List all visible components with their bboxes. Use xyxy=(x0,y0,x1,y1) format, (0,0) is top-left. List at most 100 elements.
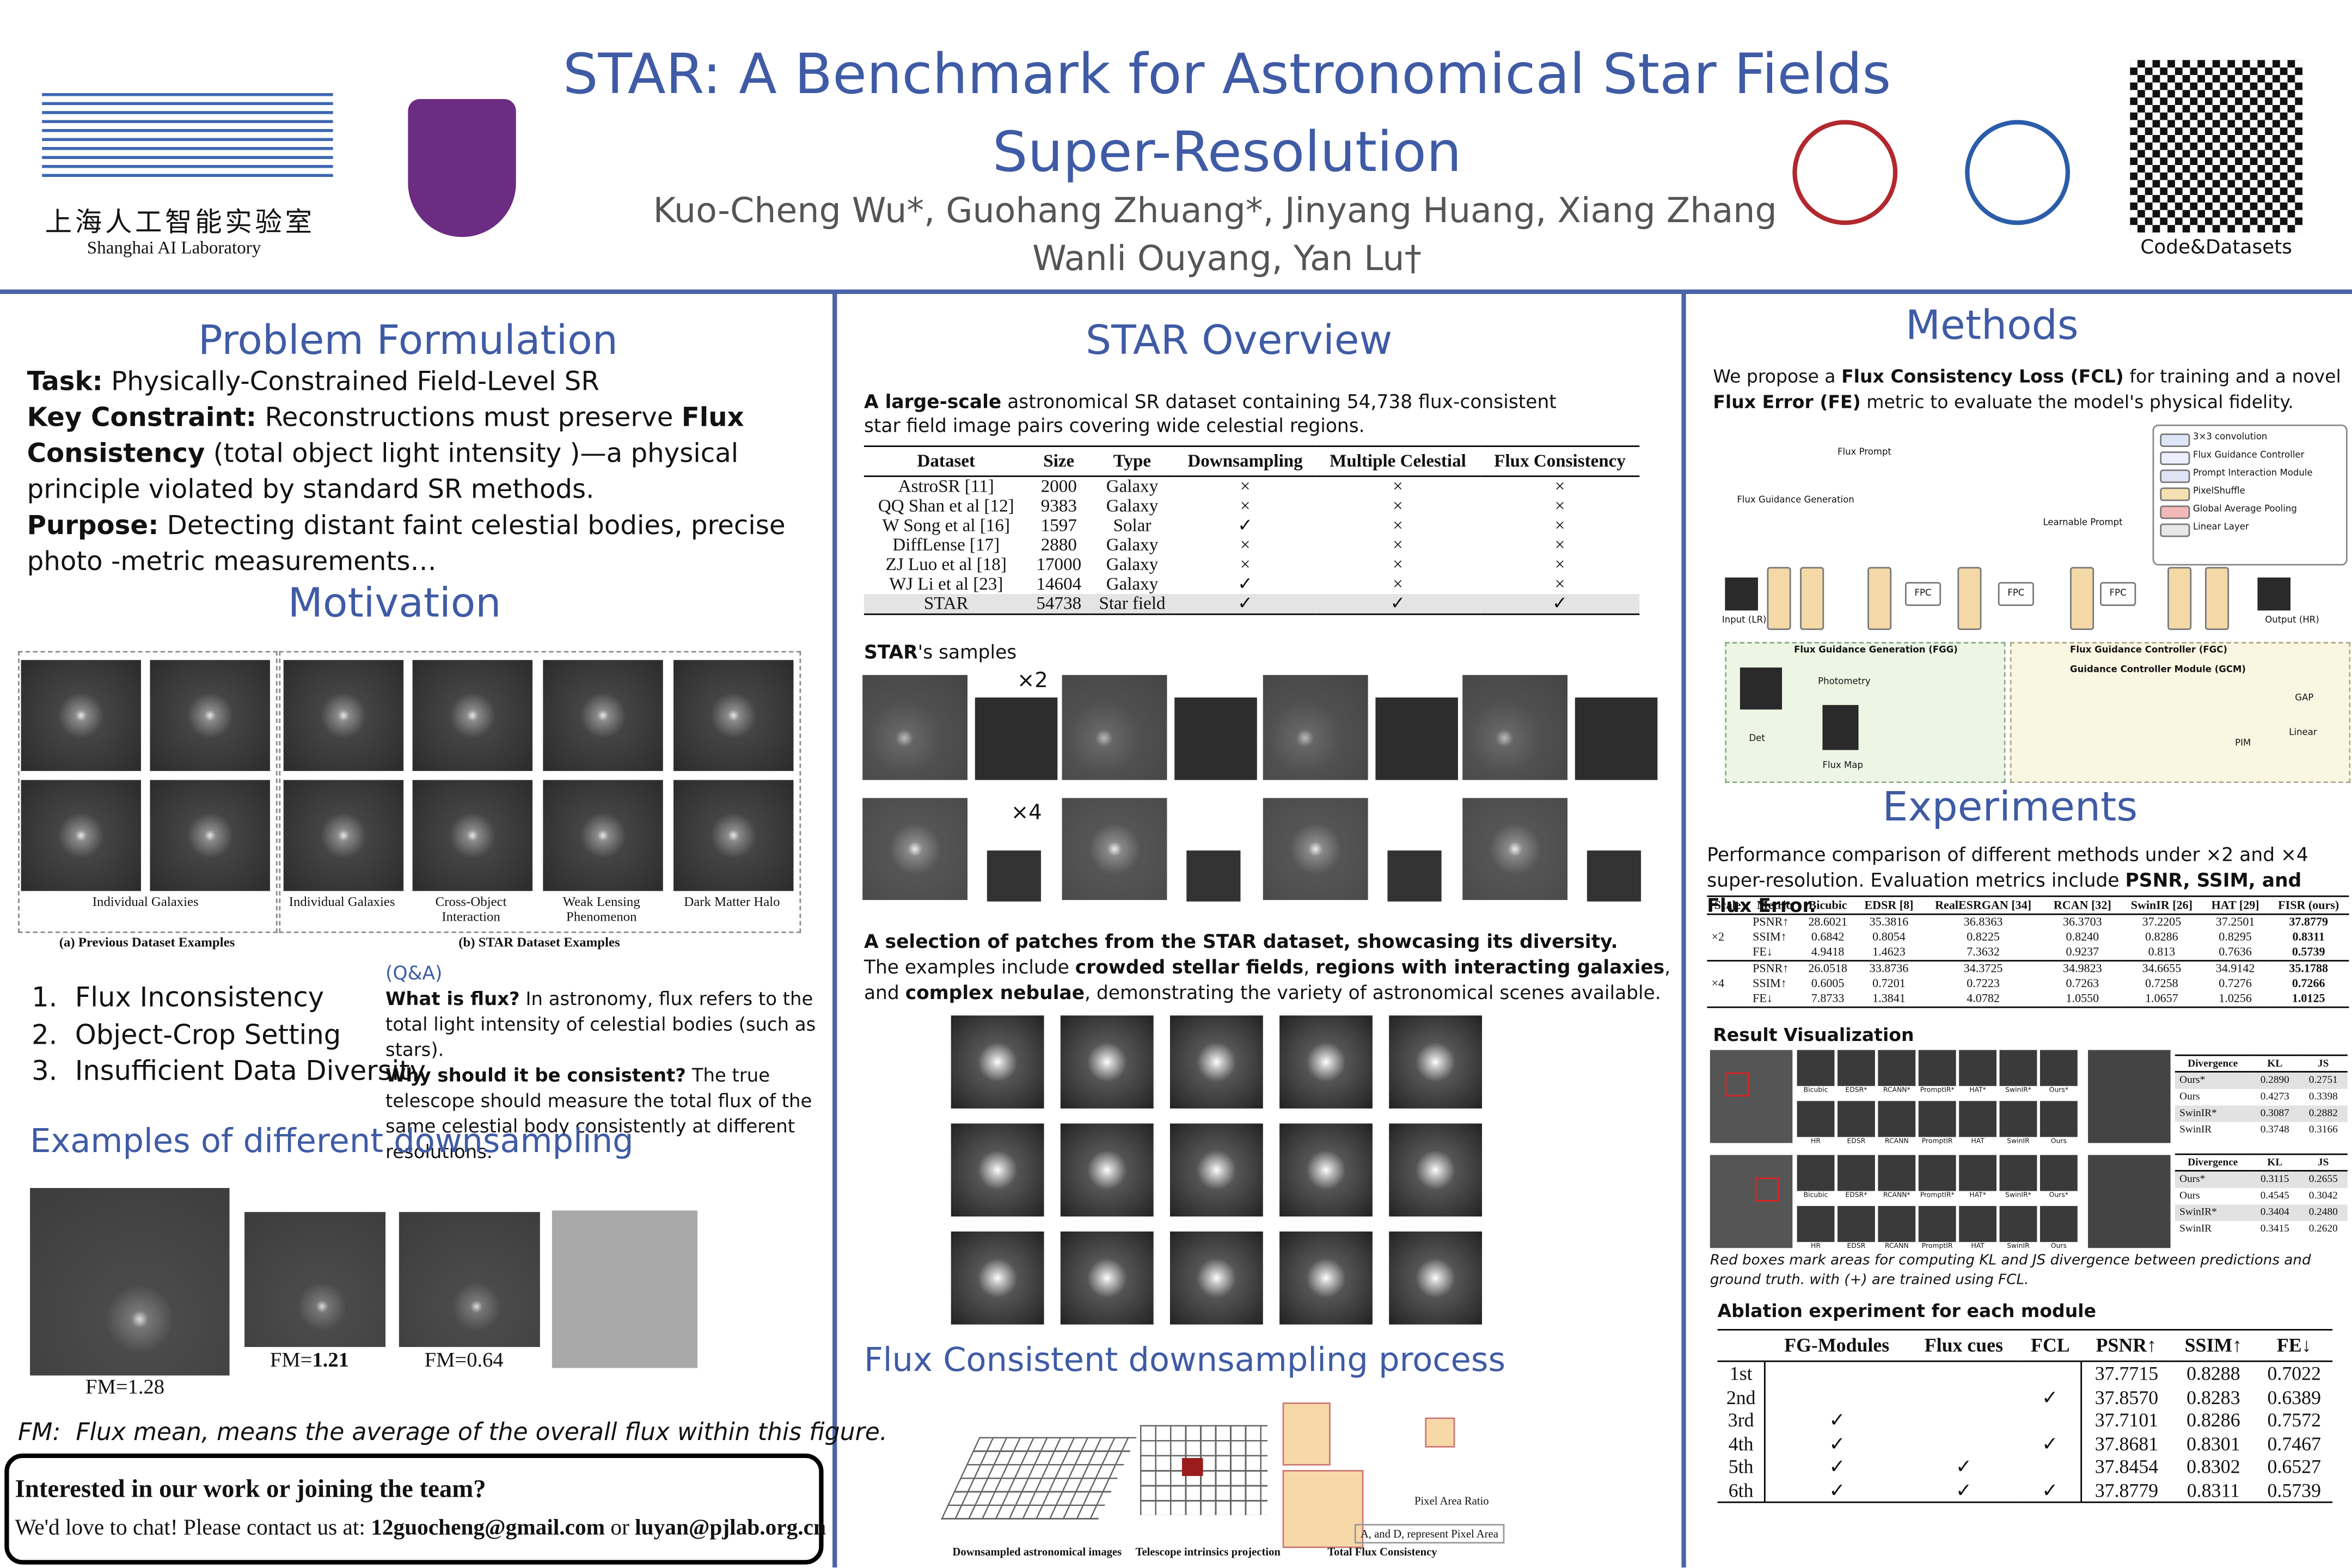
header-cell: KL xyxy=(2267,1156,2283,1169)
methods-intro: We propose a Flux Consistency Loss (FCL)… xyxy=(1713,364,2343,415)
table-cell: 0.2890 xyxy=(2260,1074,2289,1086)
header-cell: Downsampling xyxy=(1187,450,1303,471)
paragraph: Task: Physically-Constrained Field-Level… xyxy=(27,364,830,400)
table-cell: 0.2751 xyxy=(2308,1074,2338,1086)
table-cell: 14604 xyxy=(1036,573,1082,595)
module-block xyxy=(2167,567,2192,630)
fpc-block: FPC xyxy=(2100,581,2136,607)
table-cell: 7.8733 xyxy=(1811,991,1845,1005)
diagram-label: Input (LR) xyxy=(1722,615,1767,626)
table-cell: PSNR↑ xyxy=(1753,961,1789,975)
bold-run: complex nebulae xyxy=(905,981,1085,1004)
divider xyxy=(1681,293,1686,1568)
subsection-title: Ablation experiment for each module xyxy=(1717,1300,2096,1322)
contact-title: Interested in our work or joining the te… xyxy=(15,1474,486,1503)
table-cell: Ours* xyxy=(2179,1074,2206,1086)
legend-label: Linear Layer xyxy=(2192,522,2249,533)
table-row: SwinIR* 0.3087 0.2882 xyxy=(2175,1105,2348,1122)
table-cell: 37.7101 xyxy=(2094,1408,2159,1431)
table-cell xyxy=(2019,1408,2082,1432)
paragraph: Purpose: Detecting distant faint celesti… xyxy=(27,509,830,580)
table-cell: 5th xyxy=(1717,1455,1766,1479)
table-cell: FE↓ xyxy=(1753,991,1773,1005)
table-cell: 0.7201 xyxy=(1872,976,1906,990)
table-cell: 54738 xyxy=(1036,592,1082,614)
divergence-table-wrap: Divergence KL JS Ours* 0.2890 0.2751 Ours 0.427… xyxy=(2175,1055,2348,1138)
university-crest xyxy=(408,99,516,237)
header-cell: FISR (ours) xyxy=(2278,898,2339,912)
table-cell: QQ Shan et al [12] xyxy=(878,495,1014,516)
bold-run: Why should it be consistent? xyxy=(385,1065,686,1086)
image xyxy=(21,780,141,891)
table-cell: 37.7715 xyxy=(2094,1362,2159,1385)
subsection-title: Result Visualization xyxy=(1713,1024,1914,1046)
text-run: , demonstrating the variety of astronomi… xyxy=(1085,981,1661,1004)
diagram-label: Photometry xyxy=(1818,676,1871,687)
contact-text: We'd love to chat! Please contact us at:… xyxy=(15,1516,826,1542)
image xyxy=(1999,1155,2037,1191)
table-cell: SwinIR* xyxy=(2179,1107,2217,1119)
header-cell: PSNR↑ xyxy=(2096,1333,2157,1356)
vis-label: RCANN* xyxy=(1883,1087,1910,1095)
image xyxy=(1060,1231,1154,1325)
figure-frame xyxy=(18,651,278,933)
image xyxy=(399,1212,540,1347)
table-row: 5th ✓ ✓ 37.8454 0.8302 0.6527 xyxy=(1717,1455,2333,1479)
table-cell: 37.8779 xyxy=(2289,915,2329,929)
image xyxy=(951,1231,1044,1325)
table-cell: 0.7258 xyxy=(2145,976,2178,990)
text-run: The examples include xyxy=(863,955,1075,978)
table-cell: ✓ xyxy=(2019,1431,2082,1455)
table-row: Ours 0.4545 0.3042 xyxy=(2175,1188,2348,1204)
contact-box xyxy=(4,1453,824,1565)
image xyxy=(1999,1101,2037,1137)
image xyxy=(1837,1155,1875,1191)
image xyxy=(543,660,663,771)
table-cell: 0.6005 xyxy=(1811,976,1845,990)
text-run: 's samples xyxy=(917,640,1017,663)
legend-label: Prompt Interaction Module xyxy=(2192,468,2313,479)
table: FG-Modules Flux cues FCL PSNR↑ SSIM↑ FE↓ 1st 37… xyxy=(1717,1329,2333,1503)
header-cell: SwinIR [26] xyxy=(2130,898,2193,912)
image xyxy=(2039,1050,2078,1086)
section-title: Flux Consistent downsampling process xyxy=(863,1342,1506,1380)
vis-label: HR xyxy=(1811,1243,1821,1251)
vis-label: SwinIR* xyxy=(2005,1192,2031,1200)
table-cell: 0.4545 xyxy=(2260,1189,2289,1202)
table-row: Ours 0.4273 0.3398 xyxy=(2175,1089,2348,1105)
ablation-table-wrap: FG-Modules Flux cues FCL PSNR↑ SSIM↑ FE↓ 1st 37… xyxy=(1717,1329,2333,1503)
image xyxy=(1279,1123,1373,1217)
image xyxy=(1918,1155,1956,1191)
table-header: Divergence KL JS xyxy=(2175,1154,2348,1171)
table-cell: 35.3816 xyxy=(1869,915,1909,929)
table-row: ×2 SSIM↑ 0.6842 0.8054 0.8225 0.8240 0.8286 0.8… xyxy=(1707,930,2349,945)
experiments-intro: Performance comparison of different meth… xyxy=(1707,842,2352,918)
table-cell: 0.6842 xyxy=(1811,930,1845,944)
issue: Flux Inconsistency xyxy=(66,981,426,1018)
image xyxy=(552,1210,698,1368)
image xyxy=(1878,1206,1916,1242)
table-cell: × xyxy=(1554,534,1565,555)
vis-label: EDSR* xyxy=(1845,1087,1867,1095)
image xyxy=(1587,850,1641,902)
module-block xyxy=(1767,567,1791,630)
table-row: STAR 54738 Star field ✓ ✓ ✓ xyxy=(863,592,1640,615)
red-box xyxy=(1755,1177,1779,1202)
bold-run: crowded stellar fields xyxy=(1075,955,1304,978)
table-cell: 1597 xyxy=(1040,514,1077,536)
header-cell: SSIM↑ xyxy=(2184,1333,2243,1356)
table-cell: 0.3415 xyxy=(2260,1222,2289,1235)
image xyxy=(2039,1155,2078,1191)
overview-intro: A large-scale astronomical SR dataset co… xyxy=(864,390,1569,438)
text-run: We'd love to chat! Please contact us at: xyxy=(15,1516,371,1541)
image xyxy=(1725,577,1758,611)
table-cell: Galaxy xyxy=(1106,495,1159,516)
table-cell: 0.2655 xyxy=(2308,1173,2338,1185)
image xyxy=(1062,675,1167,780)
divider xyxy=(0,289,2352,294)
image xyxy=(951,1015,1044,1109)
table-cell xyxy=(1707,961,1748,977)
image xyxy=(1918,1050,1956,1086)
vis-label: RCANN xyxy=(1884,1138,1909,1146)
vis-label: PromptIR xyxy=(1921,1243,1953,1251)
